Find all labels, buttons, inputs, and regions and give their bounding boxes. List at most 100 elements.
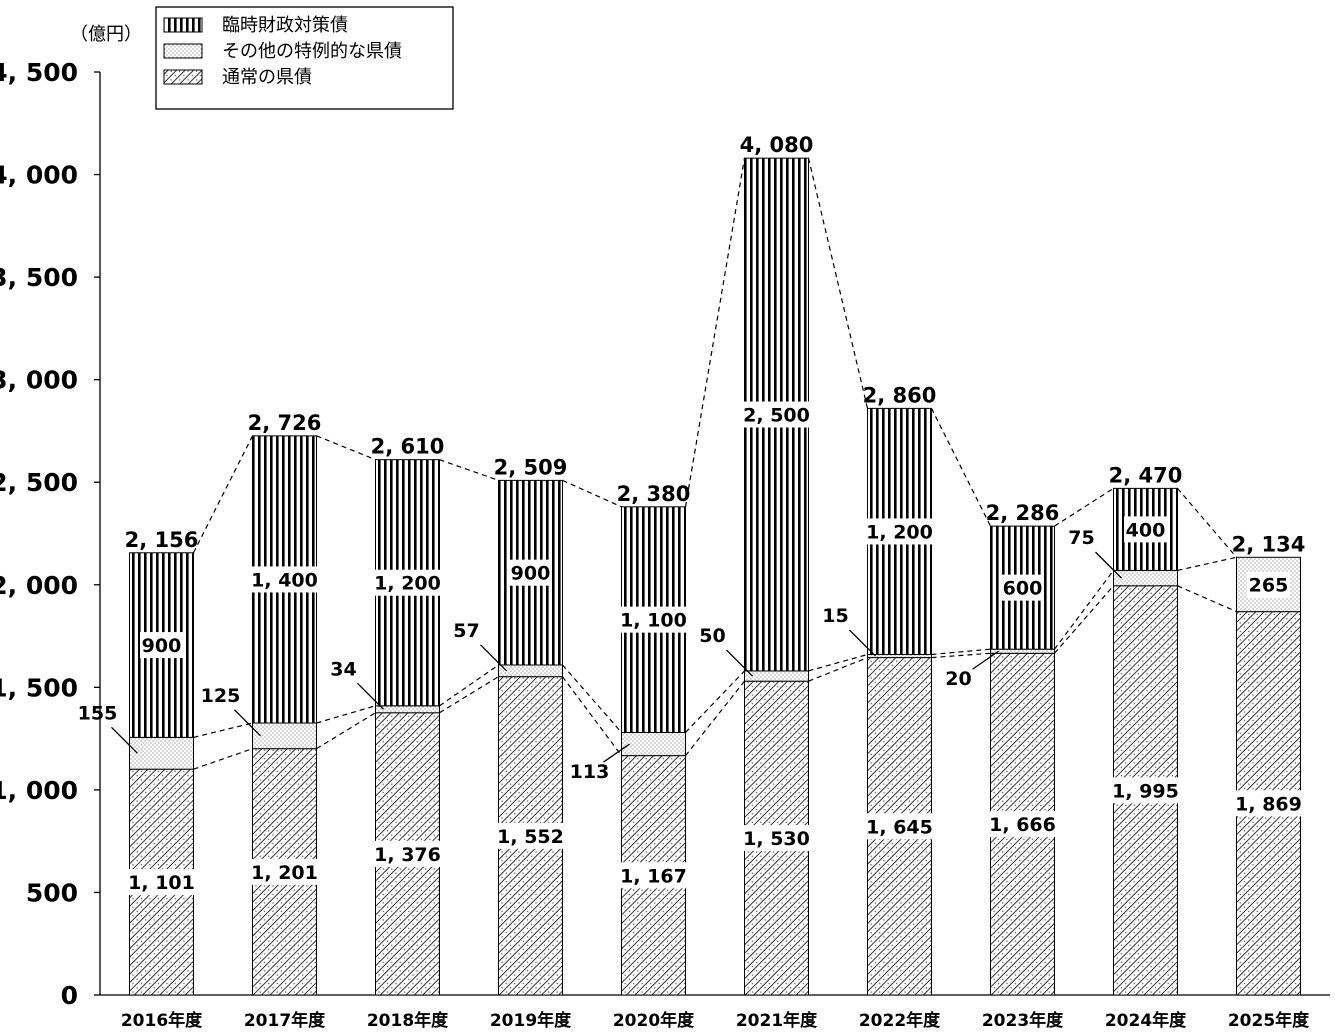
bar-segment-special xyxy=(1113,569,1178,587)
x-tick-label: 2018年度 xyxy=(367,1010,449,1031)
label-special: 265 xyxy=(1249,574,1289,596)
x-tick-label: 2023年度 xyxy=(982,1010,1064,1031)
connector-line xyxy=(193,722,253,738)
label-special: 125 xyxy=(201,685,241,707)
label-total: 2, 509 xyxy=(494,455,568,479)
y-tick-label: 3, 500 xyxy=(0,263,78,292)
legend-frame xyxy=(155,6,454,110)
label-regular: 1, 869 xyxy=(1235,793,1302,815)
label-regular-bg xyxy=(615,862,692,889)
label-special: 34 xyxy=(330,658,356,680)
connector-line xyxy=(562,479,622,508)
y-tick-label: 2, 500 xyxy=(0,468,78,497)
label-rinji-bg xyxy=(738,401,815,428)
label-regular-bg xyxy=(1107,777,1184,804)
label-regular-bg xyxy=(1230,790,1307,817)
connector-lines xyxy=(192,158,1237,770)
label-regular-bg xyxy=(984,811,1061,838)
leader-line xyxy=(849,629,876,657)
x-tick-label: 2019年度 xyxy=(490,1010,572,1031)
label-rinji: 1, 100 xyxy=(620,610,687,632)
connector-line xyxy=(685,670,745,733)
connector-line xyxy=(1177,487,1237,558)
axes: 0 500 1, 000 1, 500 2, 000 2, 500 3, 000 3, 500… xyxy=(0,58,1330,1031)
label-regular: 1, 376 xyxy=(374,844,441,866)
connector-line xyxy=(931,648,991,656)
label-regular: 1, 995 xyxy=(1112,780,1179,802)
label-rinji-bg xyxy=(1001,574,1044,601)
leader-line xyxy=(726,649,753,677)
connector-line xyxy=(931,652,991,659)
label-special: 20 xyxy=(945,668,971,690)
connector-line xyxy=(316,435,376,461)
connector-line xyxy=(562,676,622,756)
x-tick-label: 2025年度 xyxy=(1228,1010,1310,1031)
label-rinji: 2, 500 xyxy=(743,405,810,427)
label-regular: 1, 530 xyxy=(743,828,810,850)
label-total: 2, 860 xyxy=(863,383,937,407)
y-tick-label: 4, 500 xyxy=(0,58,78,87)
data-labels: 1, 101 900 2, 156 1, 201 1, 400 2, 726 1, 376 1… xyxy=(78,133,1307,896)
connector-line xyxy=(808,657,868,682)
label-total: 4, 080 xyxy=(740,133,814,157)
legend-swatch xyxy=(163,17,203,33)
connector-line xyxy=(193,748,253,770)
label-total: 2, 156 xyxy=(125,528,199,552)
connector-line xyxy=(685,680,745,757)
label-total: 2, 380 xyxy=(617,482,691,506)
connector-line xyxy=(1054,487,1114,527)
connector-line xyxy=(684,158,746,507)
label-regular: 1, 201 xyxy=(251,862,318,884)
legend-swatch xyxy=(163,43,203,59)
leader-line xyxy=(111,726,138,754)
y-tick-label: 3, 000 xyxy=(0,366,78,395)
x-tick-label: 2022年度 xyxy=(859,1010,941,1031)
connector-line xyxy=(1054,570,1114,650)
label-rinji: 1, 200 xyxy=(374,573,441,595)
y-unit-label: （億円） xyxy=(70,24,142,45)
label-total: 2, 470 xyxy=(1109,463,1183,487)
y-tick-label: 500 xyxy=(26,878,78,907)
label-rinji: 900 xyxy=(511,563,551,585)
connector-line xyxy=(562,664,622,733)
x-tick-label: 2021年度 xyxy=(736,1010,818,1031)
label-rinji-bg xyxy=(615,606,692,633)
label-rinji-bg xyxy=(246,566,323,593)
label-rinji-bg xyxy=(369,569,446,596)
label-regular-bg xyxy=(246,858,323,885)
label-special-bg xyxy=(1247,571,1290,598)
connector-line xyxy=(1177,585,1237,613)
label-total: 2, 610 xyxy=(371,435,445,459)
connector-line xyxy=(192,435,254,554)
x-tick-label: 2020年度 xyxy=(613,1010,695,1031)
bar-segment-special xyxy=(744,670,809,682)
label-rinji: 1, 200 xyxy=(866,521,933,543)
connector-line xyxy=(439,664,499,707)
leader-line xyxy=(234,709,261,737)
bar-segment-special xyxy=(498,664,563,678)
label-regular: 1, 645 xyxy=(866,816,933,838)
connector-line xyxy=(807,158,869,409)
label-regular: 1, 101 xyxy=(128,872,195,894)
x-tick-label: 2016年度 xyxy=(121,1010,203,1031)
label-total: 2, 134 xyxy=(1232,532,1306,556)
label-special: 15 xyxy=(822,605,848,627)
label-rinji: 600 xyxy=(1003,578,1043,600)
bar-segment-special xyxy=(375,705,440,714)
label-regular-bg xyxy=(369,840,446,867)
connector-line xyxy=(808,653,868,672)
label-total: 2, 286 xyxy=(986,501,1060,525)
connector-line xyxy=(1177,556,1237,572)
connector-line xyxy=(1054,585,1114,654)
label-total: 2, 726 xyxy=(248,411,322,435)
label-regular-bg xyxy=(738,825,815,852)
connector-line xyxy=(930,408,992,527)
bar-segment-special xyxy=(252,722,317,750)
connector-line xyxy=(316,705,376,724)
legend-item: その他の特例的な県債 xyxy=(222,41,402,62)
label-regular: 1, 552 xyxy=(497,826,564,848)
y-tick-label: 1, 000 xyxy=(0,776,78,805)
label-special: 75 xyxy=(1068,527,1094,549)
